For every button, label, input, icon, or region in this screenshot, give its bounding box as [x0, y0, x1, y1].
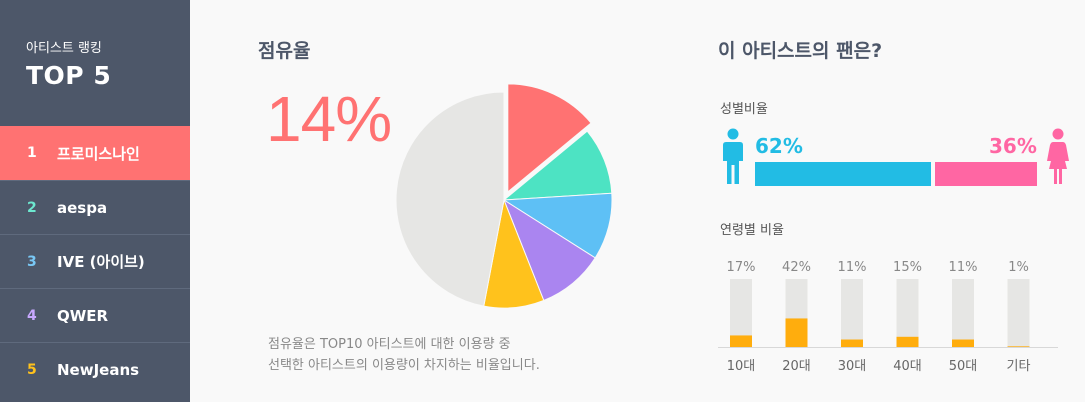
female-ratio-bar: [935, 162, 1037, 186]
pie-slice-6: [396, 91, 505, 307]
artist-name: aespa: [57, 198, 108, 217]
male-icon: [723, 128, 743, 184]
age-bar-track: [952, 279, 974, 347]
ranking-item-4[interactable]: 4 QWER: [0, 288, 190, 342]
ranking-title: TOP 5: [26, 61, 112, 90]
rank-number: 5: [27, 361, 37, 378]
age-category-label: 30대: [838, 359, 867, 374]
share-pie-chart: [396, 83, 613, 309]
female-icon: [1047, 128, 1069, 184]
artist-name: IVE (아이브): [57, 253, 145, 271]
age-category-label: 50대: [949, 359, 978, 374]
age-value-label: 15%: [893, 260, 922, 275]
age-bar-track: [730, 279, 752, 347]
age-value-label: 17%: [727, 260, 756, 275]
age-value-label: 11%: [838, 260, 867, 275]
ranking-subtitle: 아티스트 랭킹: [26, 41, 102, 56]
share-description: 점유율은 TOP10 아티스트에 대한 이용량 중 선택한 아티스트의 이용량이…: [268, 334, 540, 376]
age-bar: [1007, 346, 1030, 347]
age-category-label: 기타: [1007, 359, 1031, 374]
ranking-item-3[interactable]: 3 IVE (아이브): [0, 234, 190, 288]
gender-ratio-label: 성별비율: [720, 102, 768, 117]
age-bar-track: [841, 279, 863, 347]
artist-name: QWER: [57, 306, 109, 325]
age-bar-track: [1007, 279, 1030, 347]
artist-name: 프로미스나인: [57, 144, 140, 163]
age-bar: [952, 339, 974, 347]
share-title: 점유율: [258, 40, 311, 62]
age-value-label: 1%: [1008, 260, 1029, 275]
fans-title: 이 아티스트의 팬은?: [718, 40, 883, 62]
male-percent: 62%: [755, 134, 803, 158]
rank-number: 2: [27, 199, 37, 216]
age-value-label: 11%: [949, 260, 978, 275]
age-bar: [896, 336, 919, 347]
rank-number: 1: [27, 145, 37, 161]
artist-detail-panel: 점유율 14% 점유율은 TOP10 아티스트에 대한 이용량 중 선택한 아티…: [190, 0, 1085, 402]
ranking-list: 1 프로미스나인 2 aespa 3 IVE (아이브) 4 QWER 5 Ne…: [0, 126, 204, 396]
rank-number: 3: [27, 253, 37, 270]
pie-slice-1: [507, 83, 592, 193]
artist-ranking-sidebar: 아티스트 랭킹 TOP 5 1 프로미스나인 2 aespa 3 IVE (아이…: [0, 0, 204, 402]
ranking-item-5[interactable]: 5 NewJeans: [0, 342, 190, 396]
rank-number: 4: [27, 307, 37, 324]
share-description-line-2: 선택한 아티스트의 이용량이 차지하는 비율입니다.: [268, 358, 540, 373]
share-description-line-1: 점유율은 TOP10 아티스트에 대한 이용량 중: [268, 337, 511, 352]
age-value-label: 42%: [782, 260, 811, 275]
age-category-label: 40대: [893, 359, 922, 374]
age-bar: [730, 335, 752, 347]
age-category-label: 20대: [782, 359, 811, 374]
ranking-item-1[interactable]: 1 프로미스나인: [0, 126, 204, 180]
age-bar-chart: 17% 10대 42% 20대 11% 30대 15% 40대 11% 50대 1% 기타: [727, 260, 1031, 374]
male-ratio-bar: [755, 162, 931, 186]
female-percent: 36%: [989, 134, 1037, 158]
share-percent: 14%: [266, 83, 392, 155]
age-chart-baseline: [718, 347, 1058, 348]
artist-name: NewJeans: [57, 360, 140, 379]
age-bar-track: [896, 279, 919, 347]
age-bar: [785, 318, 808, 347]
age-ratio-label: 연령별 비율: [720, 223, 784, 238]
ranking-item-2[interactable]: 2 aespa: [0, 180, 190, 234]
age-bar: [841, 339, 863, 347]
age-category-label: 10대: [727, 359, 756, 374]
